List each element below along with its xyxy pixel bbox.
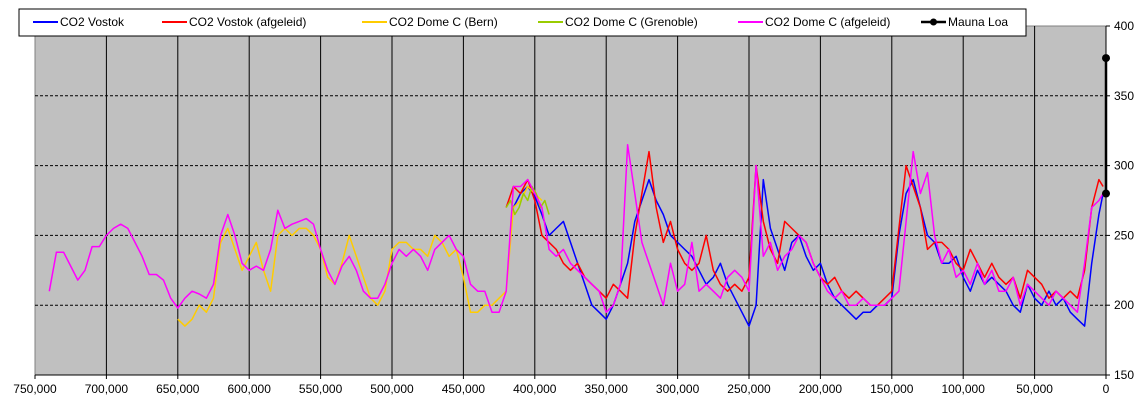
plot-area — [34, 25, 1107, 376]
y-tick-label: 200 — [1114, 298, 1134, 312]
x-tick-label: 650,000 — [156, 382, 200, 396]
series-line-4 — [48, 143, 1104, 313]
x-tick-label: 700,000 — [85, 382, 129, 396]
vertical-gridlines — [105, 26, 1036, 375]
x-tick-label: 100,000 — [942, 382, 986, 396]
x-axis: 750,000 700,000 650,000 600,000 550,000 500,0… — [13, 374, 1110, 396]
x-tick-label: 250,000 — [727, 382, 771, 396]
legend-label: CO2 Vostok (afgeleid) — [189, 15, 306, 29]
y-tick-label: 150 — [1114, 368, 1134, 382]
x-tick-label: 500,000 — [370, 382, 414, 396]
x-tick-label: 200,000 — [799, 382, 843, 396]
y-tick-label: 350 — [1114, 89, 1134, 103]
y-axis: 150 200 250 300 350 400 — [1105, 19, 1134, 382]
x-tick-label: 750,000 — [13, 382, 57, 396]
x-tick-label: 600,000 — [228, 382, 272, 396]
legend-label: CO2 Dome C (Grenoble) — [565, 15, 698, 29]
legend: CO2 Vostok CO2 Vostok (afgeleid) CO2 Dome … — [18, 8, 1027, 37]
legend-label: CO2 Dome C (afgeleid) — [765, 15, 890, 29]
series-line-3 — [505, 185, 550, 216]
x-tick-label: 300,000 — [656, 382, 700, 396]
y-tick-label: 250 — [1114, 228, 1134, 242]
x-tick-label: 400,000 — [513, 382, 557, 396]
series-line-0 — [512, 178, 1104, 327]
x-tick-label: 0 — [1103, 382, 1110, 396]
x-tick-label: 150,000 — [870, 382, 914, 396]
y-tick-label: 400 — [1114, 19, 1134, 33]
legend-marker — [930, 18, 937, 26]
x-tick-label: 50,000 — [1016, 382, 1053, 396]
x-tick-label: 550,000 — [299, 382, 343, 396]
legend-label: Mauna Loa — [948, 15, 1008, 29]
series-layer — [48, 54, 1110, 327]
legend-label: CO2 Vostok — [60, 15, 125, 29]
x-tick-label: 450,000 — [442, 382, 486, 396]
series-line-2 — [177, 185, 543, 327]
x-tick-label: 350,000 — [585, 382, 629, 396]
y-tick-label: 300 — [1114, 159, 1134, 173]
legend-label: CO2 Dome C (Bern) — [389, 15, 498, 29]
